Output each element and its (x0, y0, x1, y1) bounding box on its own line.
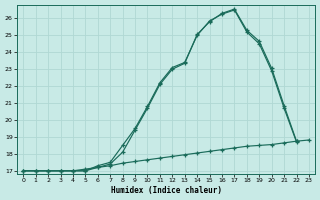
X-axis label: Humidex (Indice chaleur): Humidex (Indice chaleur) (111, 186, 221, 195)
